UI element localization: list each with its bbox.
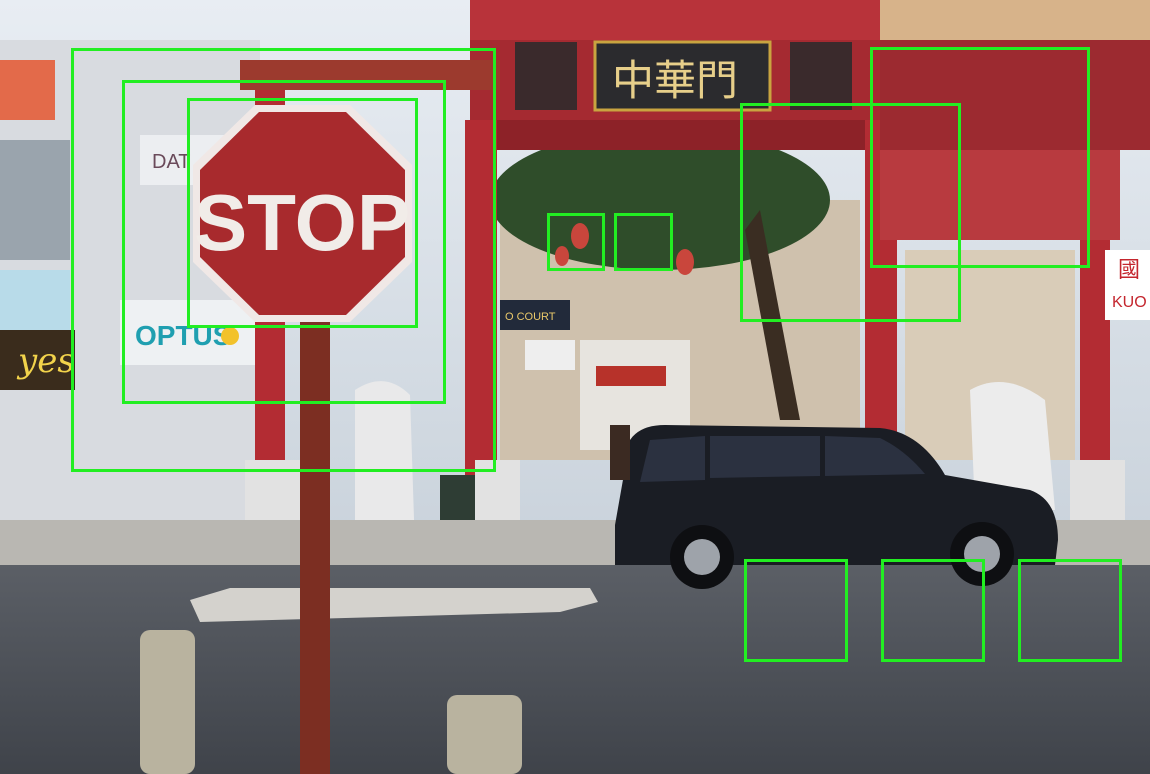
left-shop-awning bbox=[0, 270, 70, 330]
car-hubcap-front bbox=[964, 536, 1000, 572]
lion-statue-right bbox=[970, 382, 1055, 510]
gate-side-panel-right bbox=[790, 42, 852, 110]
gate-right-roof-tiles bbox=[880, 0, 1150, 40]
car-window bbox=[640, 436, 705, 482]
lantern bbox=[676, 249, 694, 275]
bollard-left bbox=[140, 630, 195, 774]
traffic-island bbox=[190, 588, 598, 622]
pedestrian bbox=[610, 425, 630, 480]
kuo-sign-bg bbox=[1105, 250, 1150, 320]
yes-sign-text: yes bbox=[16, 341, 75, 381]
gate-right-wing bbox=[880, 40, 1150, 150]
gate-name-text: 中華門 bbox=[612, 56, 738, 105]
lantern bbox=[555, 246, 569, 266]
partial-sign-text: DAT bbox=[152, 151, 191, 173]
car-window bbox=[825, 436, 925, 476]
lantern bbox=[571, 223, 589, 249]
court-sign bbox=[500, 300, 570, 330]
kuo-sign-text: KUO bbox=[1112, 294, 1147, 311]
kuo-sign-char: 國 bbox=[1118, 258, 1140, 283]
left-building-sign bbox=[0, 60, 55, 120]
gate-lower-beam bbox=[470, 120, 910, 150]
bollard-right bbox=[447, 695, 522, 774]
optus-logo-dot bbox=[221, 327, 239, 345]
left-building-window bbox=[0, 140, 70, 260]
lion-statue-left bbox=[355, 381, 415, 550]
gate-name-plaque bbox=[593, 40, 772, 112]
stop-sign-text: STOP bbox=[194, 178, 410, 267]
court-sign-text: O COURT bbox=[505, 311, 556, 323]
gate-top-beam bbox=[470, 0, 910, 40]
far-shop-sign bbox=[596, 366, 666, 386]
gate-pillar-left bbox=[465, 120, 497, 480]
gate-left-roof bbox=[240, 60, 500, 90]
stop-sign-pole bbox=[300, 320, 330, 774]
optus-sign-text: OPTUS bbox=[135, 320, 231, 351]
tree-trunk bbox=[745, 210, 800, 420]
yes-sign-bg bbox=[0, 330, 75, 390]
gate-side-panel-left bbox=[515, 42, 577, 110]
gate-right-panel bbox=[880, 150, 1120, 240]
stop-sign-face bbox=[200, 112, 405, 315]
car-hubcap-rear bbox=[684, 539, 720, 575]
tree-canopy bbox=[490, 130, 830, 270]
car-window bbox=[710, 436, 820, 478]
far-awning bbox=[525, 340, 575, 370]
